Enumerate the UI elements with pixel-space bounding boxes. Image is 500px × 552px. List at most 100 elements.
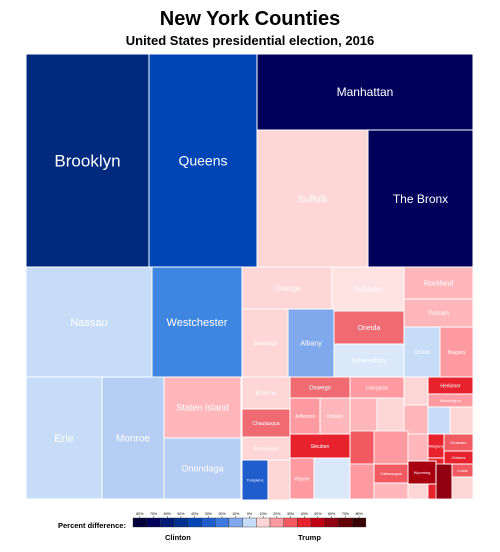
legend-swatch <box>132 517 147 528</box>
legend-tick-label: 30% <box>287 512 295 516</box>
treemap-tile-staten-island <box>163 376 242 439</box>
treemap-tile-queens <box>148 53 258 268</box>
treemap-tile-orange <box>241 266 333 310</box>
legend-tick-label: 50% <box>177 512 185 516</box>
treemap-tile-nassau <box>25 266 153 378</box>
legend-tick-label: 80% <box>136 512 144 516</box>
treemap-label: Niagara <box>448 350 466 356</box>
treemap-tile-minor <box>451 476 474 500</box>
legend-swatch <box>187 517 202 528</box>
legend-tick-label: 80% <box>355 512 363 516</box>
treemap-label: Manhattan <box>337 85 394 99</box>
legend-swatch <box>228 517 243 528</box>
treemap-label: Orange <box>274 284 301 293</box>
treemap-label: Wyoming <box>414 470 431 475</box>
treemap-tile-minor <box>407 483 429 500</box>
chart-title: New York Counties <box>159 8 341 30</box>
legend-swatch <box>242 517 257 528</box>
treemap-tile-minor <box>373 482 409 500</box>
treemap-label: Ulster <box>414 350 430 356</box>
treemap-label: Rockland <box>424 280 453 287</box>
treemap-tile-minor <box>349 463 375 500</box>
treemap-label: Oswego <box>309 386 332 392</box>
legend-swatch <box>201 517 216 528</box>
treemap-label: Orleans <box>451 455 465 460</box>
legend-tick-label: 0% <box>247 512 253 516</box>
treemap-tile-tompkins <box>241 459 269 501</box>
legend-swatch <box>324 517 339 528</box>
treemap-label: Nassau <box>70 317 107 329</box>
legend-tick-label: 10% <box>232 512 240 516</box>
treemap-label: Lewis <box>457 468 467 473</box>
treemap-label: Steuben <box>311 444 330 450</box>
treemap-label: Tompkins <box>247 477 264 482</box>
legend-tick-label: 20% <box>273 512 281 516</box>
treemap-tile-livingston <box>349 376 405 399</box>
treemap-label: Brooklyn <box>54 151 120 170</box>
treemap-label: Ontario <box>327 414 344 420</box>
legend-tick-label: 60% <box>164 512 172 516</box>
treemap-tile-minor <box>349 430 375 465</box>
legend-swatch <box>146 517 161 528</box>
treemap-tile-wyoming <box>407 460 437 485</box>
treemap-tile-ontario <box>319 397 351 435</box>
legend-tick-label: 30% <box>205 512 213 516</box>
treemap-label: Broome <box>255 391 277 397</box>
treemap-tile-brooklyn <box>25 53 150 268</box>
treemap-tile-wayne <box>289 457 315 500</box>
treemap-tile-steuben <box>289 433 351 459</box>
treemap-label: Queens <box>178 152 227 168</box>
legend-swatch <box>352 517 367 528</box>
treemap-tile-manhattan <box>256 53 474 131</box>
treemap-label: Jefferson <box>295 414 316 420</box>
treemap-label: Westchester <box>167 317 228 329</box>
chart-subtitle: United States presidential election, 201… <box>125 33 375 48</box>
treemap-tile-onondaga <box>163 437 242 500</box>
treemap-label: Erie <box>54 433 74 445</box>
treemap-tile-dutchess <box>331 266 405 312</box>
legend-swatch <box>283 517 298 528</box>
treemap-label: Chautauqua <box>252 421 279 427</box>
legend-swatch <box>269 517 284 528</box>
treemap-tile-minor <box>403 376 429 406</box>
treemap-label: Suffolk <box>297 195 328 206</box>
legend-tick-label: 70% <box>342 512 350 516</box>
treemap-tile-minor <box>407 433 429 462</box>
treemap-tile-rockland <box>403 266 474 300</box>
legend-tick-label: 20% <box>218 512 226 516</box>
treemap-tile-minor <box>313 457 351 500</box>
treemap-tile-minor <box>435 463 453 500</box>
legend-swatch <box>160 517 175 528</box>
treemap-label: Oneida <box>358 325 381 332</box>
legend-tick-label: 70% <box>150 512 158 516</box>
treemap-tile-minor <box>267 459 291 501</box>
legend-tick-label: 10% <box>260 512 268 516</box>
treemap-tile-lewis <box>451 463 474 478</box>
treemap-tile-minor <box>427 406 451 435</box>
legend-tick-label: 40% <box>301 512 309 516</box>
treemap-tile-erie <box>25 376 103 500</box>
treemap-label: Allegany <box>428 443 443 448</box>
legend-swatch <box>338 517 353 528</box>
treemap-tile-jefferson <box>289 397 321 435</box>
legend-swatch <box>256 517 271 528</box>
treemap-label: The Bronx <box>393 192 448 206</box>
treemap-tile-minor <box>403 404 429 435</box>
legend-clinton-label: Clinton <box>165 533 191 542</box>
treemap-tile-monroe <box>101 376 165 500</box>
treemap-tile-minor <box>449 406 474 435</box>
treemap-label: Herkimer <box>440 383 461 389</box>
treemap-tile-minor <box>376 397 405 432</box>
treemap-label: Albany <box>300 340 322 347</box>
treemap-label: Saratoga <box>253 341 278 347</box>
treemap-tile-saratoga <box>241 308 289 378</box>
treemap-label: Rensselaer <box>253 446 279 452</box>
treemap-tile-schenectady <box>333 343 405 378</box>
treemap-tile-albany <box>287 308 335 378</box>
legend-swatch <box>297 517 312 528</box>
treemap-tile-ulster <box>403 326 441 378</box>
treemap-label: Washington <box>440 398 461 403</box>
treemap-label: Cattaraugus <box>380 471 402 476</box>
treemap-label: Schenectady <box>352 359 387 365</box>
